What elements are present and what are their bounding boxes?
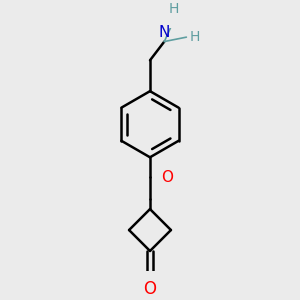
- Text: H: H: [190, 30, 200, 44]
- Text: O: O: [161, 169, 173, 184]
- Text: O: O: [143, 280, 157, 298]
- Text: N: N: [159, 26, 170, 40]
- Text: H: H: [169, 2, 179, 16]
